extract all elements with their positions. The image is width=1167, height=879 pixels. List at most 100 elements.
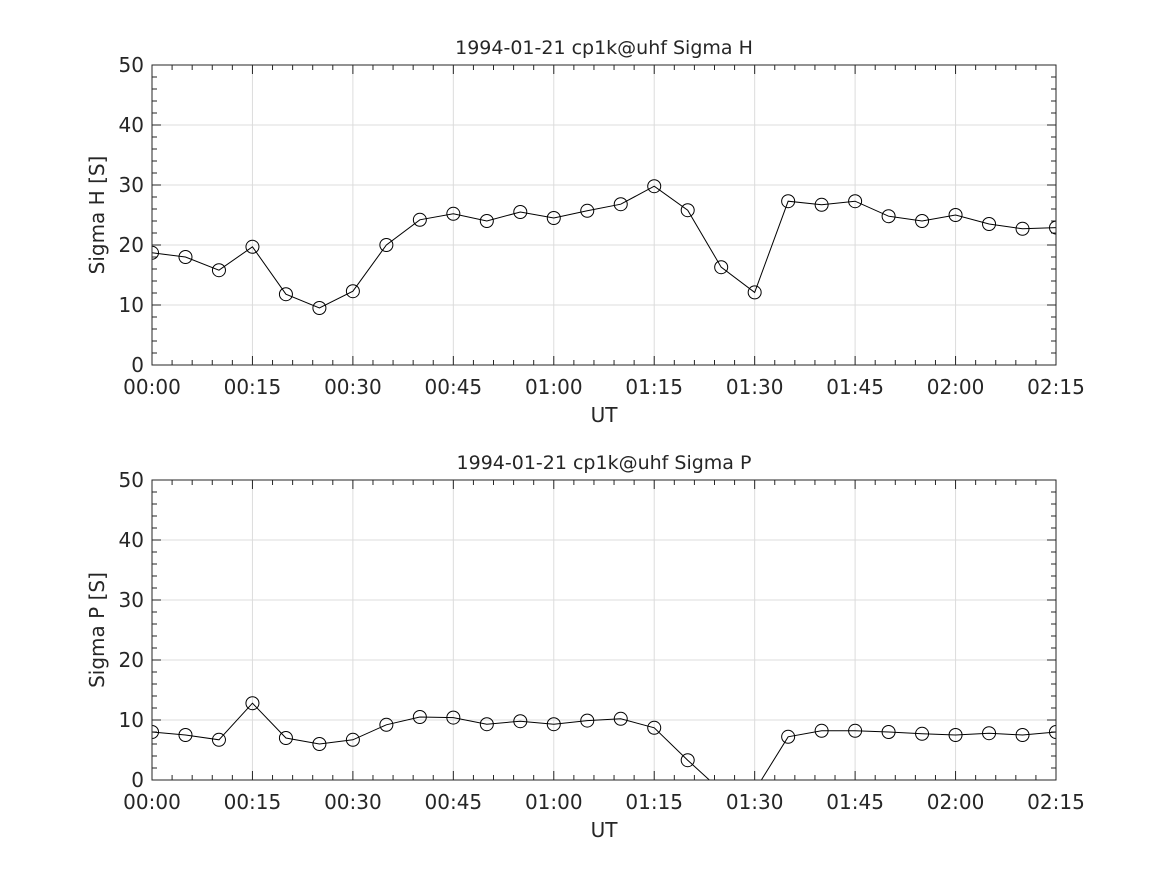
x-tick-label: 00:30 xyxy=(324,790,382,814)
data-point xyxy=(781,194,796,209)
chart-title: 1994-01-21 cp1k@uhf Sigma H xyxy=(455,37,753,59)
chart-title: 1994-01-21 cp1k@uhf Sigma P xyxy=(457,452,752,474)
data-point xyxy=(781,729,796,744)
y-tick-label: 10 xyxy=(119,708,144,732)
data-point xyxy=(278,731,293,745)
data-point xyxy=(680,753,695,768)
data-point xyxy=(546,717,561,732)
data-point xyxy=(848,723,863,738)
y-tick-label: 40 xyxy=(119,113,144,137)
x-tick-label: 00:30 xyxy=(324,375,382,399)
data-point xyxy=(948,728,963,742)
data-point xyxy=(1049,220,1056,235)
axes-1: 00:00 00:15 00:30 00:45 01:00 01:15 01:30 01:45… xyxy=(85,37,1085,427)
data-point xyxy=(1015,728,1030,742)
data-point xyxy=(647,720,662,735)
data-point xyxy=(680,203,695,218)
series-group xyxy=(152,179,1056,315)
data-point xyxy=(152,725,159,739)
data-point xyxy=(278,287,293,302)
x-tick-label: 01:15 xyxy=(625,790,683,814)
data-point xyxy=(479,214,494,228)
x-axis-label: UT xyxy=(591,403,619,427)
x-tick-label: 00:00 xyxy=(123,790,181,814)
data-point xyxy=(982,217,997,231)
y-tick-label: 40 xyxy=(119,528,144,552)
data-point xyxy=(613,197,628,212)
axes-box xyxy=(151,479,1057,781)
data-point xyxy=(881,725,896,739)
data-point xyxy=(513,714,528,729)
x-tick-label: 00:15 xyxy=(224,375,282,399)
data-point xyxy=(412,710,427,724)
x-tick-label: 02:15 xyxy=(1027,375,1085,399)
data-point xyxy=(152,245,159,260)
x-tick-label: 01:45 xyxy=(826,790,884,814)
y-axis-label: Sigma P [S] xyxy=(85,572,109,688)
data-point xyxy=(345,284,360,299)
y-tick-label: 10 xyxy=(119,293,144,317)
y-tick-label: 20 xyxy=(119,648,144,672)
data-point xyxy=(178,728,193,742)
series-line xyxy=(152,185,1056,309)
data-point xyxy=(513,205,528,219)
y-tick-label: 0 xyxy=(131,768,144,792)
data-point xyxy=(345,732,360,747)
axes-2: 00:00 00:15 00:30 00:45 01:00 01:15 01:30 01:45… xyxy=(85,452,1085,842)
x-tick-label: 01:30 xyxy=(726,790,784,814)
x-axis-label: UT xyxy=(591,818,619,842)
data-point xyxy=(982,726,997,741)
x-tick-label: 00:00 xyxy=(123,375,181,399)
data-point xyxy=(1015,221,1030,236)
axes-box xyxy=(151,64,1057,366)
data-point xyxy=(446,206,461,221)
data-point xyxy=(211,263,226,278)
data-point xyxy=(814,723,829,738)
series-line xyxy=(152,702,1056,780)
data-point xyxy=(747,285,762,300)
data-point xyxy=(412,212,427,227)
data-point xyxy=(647,179,662,194)
x-tick-label: 01:00 xyxy=(525,790,583,814)
data-point xyxy=(915,214,930,228)
data-point xyxy=(245,239,260,254)
data-point xyxy=(211,732,226,747)
data-point xyxy=(1049,725,1056,739)
y-tick-label: 50 xyxy=(119,53,144,77)
x-tick-label: 02:00 xyxy=(927,375,985,399)
data-point xyxy=(714,260,729,275)
data-point xyxy=(546,211,561,225)
data-point xyxy=(580,713,595,728)
y-tick-label: 30 xyxy=(119,173,144,197)
x-tick-label: 01:30 xyxy=(726,375,784,399)
data-point xyxy=(312,301,327,315)
x-tick-label: 00:45 xyxy=(425,790,483,814)
x-tick-label: 01:00 xyxy=(525,375,583,399)
data-point xyxy=(245,696,260,711)
data-point xyxy=(814,197,829,212)
y-tick-label: 0 xyxy=(131,353,144,377)
data-point xyxy=(580,203,595,218)
data-point xyxy=(613,711,628,726)
x-tick-label: 02:00 xyxy=(927,790,985,814)
x-tick-label: 00:15 xyxy=(224,790,282,814)
data-point xyxy=(379,238,394,252)
data-point xyxy=(881,209,896,224)
data-point xyxy=(848,194,863,209)
data-point xyxy=(312,737,327,751)
data-point xyxy=(948,208,963,222)
series-group xyxy=(152,696,1056,780)
data-point xyxy=(446,710,461,725)
x-tick-label: 01:15 xyxy=(625,375,683,399)
y-tick-label: 30 xyxy=(119,588,144,612)
data-point xyxy=(479,717,494,732)
data-point xyxy=(379,717,394,732)
y-tick-label: 20 xyxy=(119,233,144,257)
data-point xyxy=(915,726,930,741)
data-point xyxy=(178,250,193,264)
x-tick-label: 02:15 xyxy=(1027,790,1085,814)
x-tick-label: 00:45 xyxy=(425,375,483,399)
y-axis-label: Sigma H [S] xyxy=(85,156,109,275)
x-tick-label: 01:45 xyxy=(826,375,884,399)
